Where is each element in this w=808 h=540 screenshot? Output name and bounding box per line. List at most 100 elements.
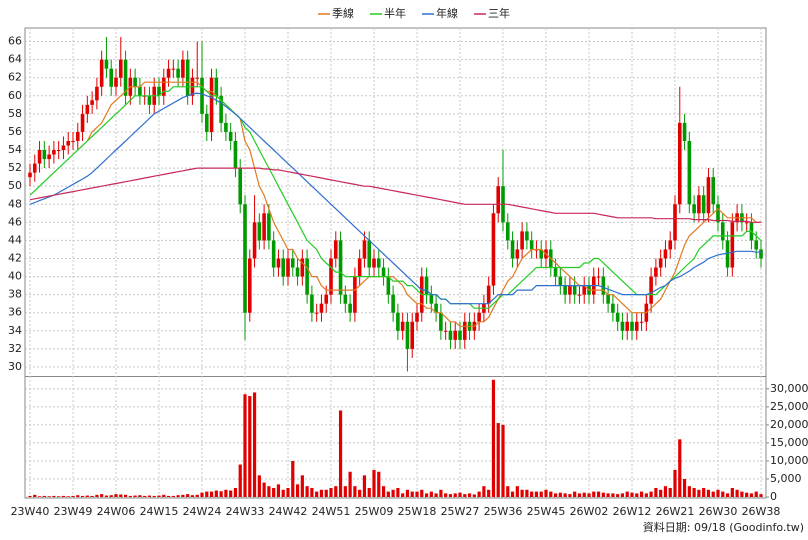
y-tick-label: 62 <box>8 71 22 84</box>
candle-body <box>759 249 763 259</box>
candle-body <box>247 258 252 313</box>
candle-body <box>219 95 223 123</box>
candle-body <box>658 258 663 268</box>
candle-body <box>491 213 496 286</box>
volume-bar <box>506 486 510 497</box>
candle-body <box>744 222 749 224</box>
candle-body <box>654 267 658 277</box>
candle-body <box>286 258 290 277</box>
volume-bar <box>114 494 118 497</box>
candle-body <box>448 330 453 340</box>
candle-body <box>429 294 434 304</box>
y-tick-label: 56 <box>8 125 22 138</box>
volume-bar <box>171 495 175 497</box>
volume-bar <box>444 493 448 497</box>
volume-bar <box>66 496 70 497</box>
candle-body <box>372 258 376 268</box>
x-tick-label: 25W27 <box>441 505 480 518</box>
volume-bar <box>706 489 711 497</box>
volume-bar <box>162 494 166 497</box>
volume-bar <box>396 487 400 497</box>
candle-body <box>224 122 228 132</box>
y-tick-label: 44 <box>8 233 22 246</box>
volume-bar <box>458 492 462 497</box>
candle-body <box>563 285 567 295</box>
volume-bar <box>577 493 582 497</box>
candle-body <box>90 100 94 105</box>
volume-bar <box>644 493 648 497</box>
candle-body <box>171 68 176 70</box>
volume-bar <box>95 494 99 497</box>
candle-body <box>329 258 333 295</box>
volume-bar <box>496 423 500 497</box>
volume-bar <box>123 494 128 497</box>
volume-bar <box>663 486 668 497</box>
ma-line <box>29 167 761 223</box>
candle-body <box>114 77 118 87</box>
volume-bar <box>549 491 553 497</box>
volume-bar <box>405 489 410 497</box>
candle-body <box>434 303 438 313</box>
candle-body <box>109 68 114 87</box>
candle-body <box>496 186 501 214</box>
volume-bar <box>510 491 515 497</box>
x-tick-label: 25W09 <box>355 505 394 518</box>
volume-bar <box>37 496 42 497</box>
candle-body <box>357 258 362 277</box>
volume-bar <box>611 493 615 497</box>
volume-bar <box>52 495 56 497</box>
volume-bar <box>348 471 352 497</box>
volume-bar <box>740 491 744 497</box>
candle-body <box>262 213 266 241</box>
candle-body <box>529 240 534 250</box>
volume-bar <box>697 489 701 497</box>
volume-bar <box>754 491 758 497</box>
y2-tick-label: 5,000 <box>770 472 802 485</box>
volume-bar <box>463 494 467 497</box>
volume-bar <box>300 475 304 497</box>
candle-body <box>386 276 391 295</box>
volume-bar <box>295 484 300 497</box>
volume-bar <box>410 491 414 497</box>
candle-body <box>596 276 601 278</box>
candle-body <box>200 77 204 114</box>
candle-body <box>553 267 558 277</box>
volume-bar <box>520 489 524 497</box>
candle-body <box>477 312 481 322</box>
candle-body <box>305 258 309 295</box>
volume-bar <box>702 487 706 497</box>
volume-bar <box>448 494 453 497</box>
candle-body <box>505 222 510 241</box>
volume-bar <box>243 394 247 497</box>
candle-body <box>391 294 395 313</box>
candle-body <box>281 258 286 277</box>
candle-body <box>353 276 357 313</box>
volume-bar <box>620 493 625 497</box>
candle-body <box>333 240 338 259</box>
candle-body <box>697 195 701 214</box>
candle-body <box>195 77 200 79</box>
candle-body <box>228 131 233 141</box>
candle-body <box>176 68 180 78</box>
x-tick-label: 26W30 <box>699 505 738 518</box>
volume-bar <box>420 489 424 497</box>
volume-bar <box>128 495 132 497</box>
candle-body <box>271 240 276 268</box>
y-tick-label: 36 <box>8 306 22 319</box>
candle-body <box>606 294 610 304</box>
x-tick-label: 24W15 <box>140 505 179 518</box>
candle-body <box>147 95 152 105</box>
candle-body <box>104 59 109 69</box>
candle-body <box>443 330 448 332</box>
volume-bar <box>639 491 644 497</box>
volume-bar <box>205 491 209 497</box>
volume-bar <box>109 495 113 497</box>
volume-bar <box>534 491 539 497</box>
volume-bar <box>439 489 443 497</box>
candle-body <box>252 222 257 259</box>
volume-bar <box>157 495 161 497</box>
volume-bar <box>372 469 376 497</box>
volume-bar <box>429 491 433 497</box>
volume-bar <box>176 495 180 497</box>
